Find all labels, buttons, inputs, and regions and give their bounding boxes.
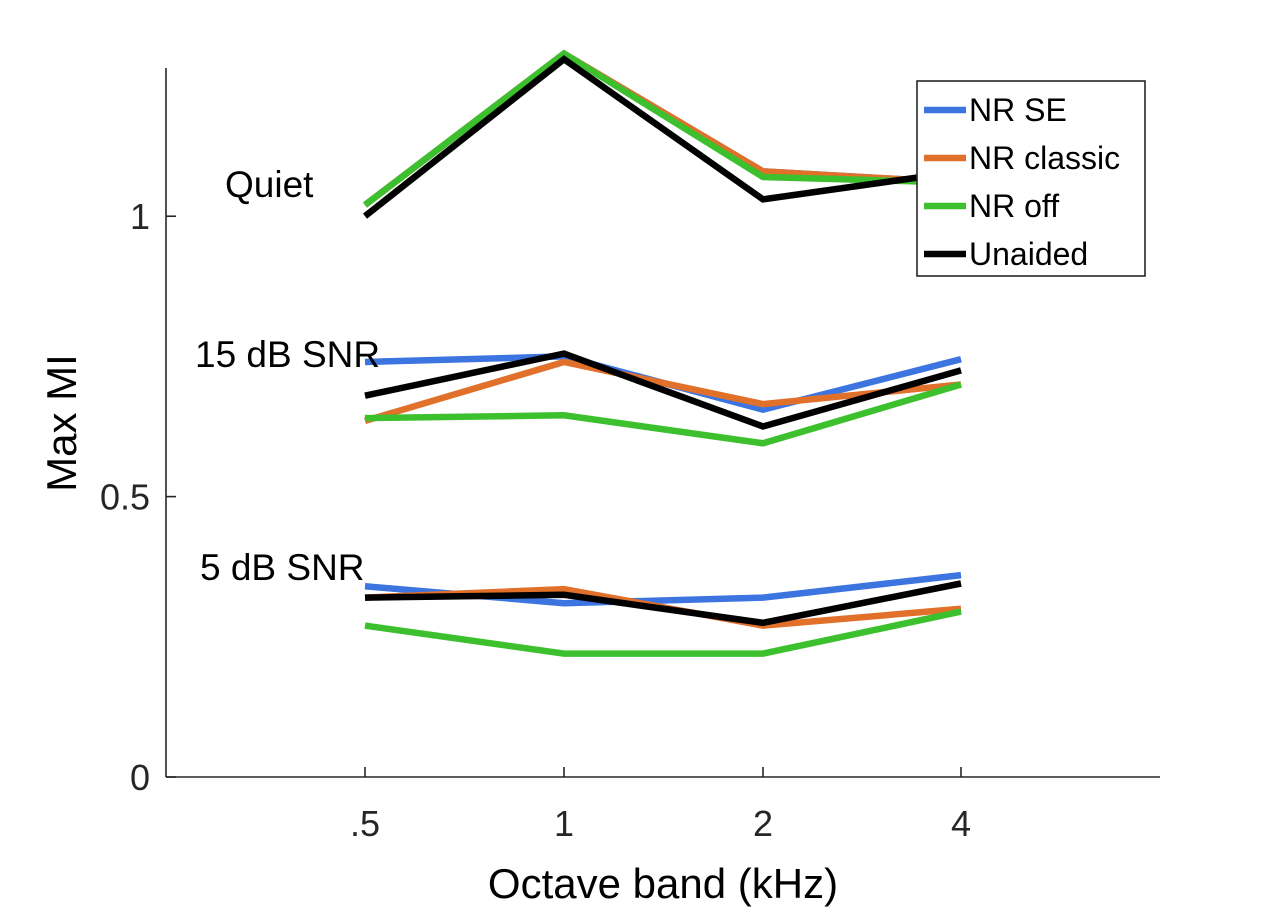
legend-label: NR off [969, 188, 1059, 224]
x-axis-label: Octave band (kHz) [488, 860, 838, 907]
y-tick-label: 0 [130, 757, 150, 798]
legend-label: Unaided [969, 236, 1088, 272]
series-group [364, 350, 962, 447]
group-annotation: Quiet [225, 164, 314, 205]
legend-label: NR SE [969, 92, 1067, 128]
axes [165, 68, 1160, 778]
series-line [364, 580, 962, 627]
series-layer [362, 49, 962, 657]
x-tick-label: .5 [350, 803, 380, 844]
series-line [364, 381, 962, 447]
x-tick-label: 2 [753, 803, 773, 844]
series-group [362, 49, 962, 219]
x-tick-label: 4 [951, 803, 971, 844]
legend-label: NR classic [969, 140, 1120, 176]
x-ticks: .5 1 2 4 [350, 767, 971, 844]
y-tick-label: 0.5 [100, 477, 150, 518]
series-line [362, 55, 962, 219]
series-line [363, 49, 962, 208]
group-annotation: 15 dB SNR [195, 334, 380, 375]
legend-box [916, 80, 1146, 277]
x-tick-label: 1 [554, 803, 574, 844]
legend: NR SE NR classic NR off Unaided [916, 80, 1146, 277]
annotations: Quiet 15 dB SNR 5 dB SNR [195, 164, 380, 588]
y-ticks: 00.51 [100, 196, 176, 798]
series-line [364, 350, 962, 430]
group-annotation: 5 dB SNR [200, 547, 365, 588]
y-axis-label: Max MI [38, 354, 85, 492]
series-line [364, 608, 962, 657]
series-line [364, 358, 962, 425]
y-tick-label: 1 [130, 196, 150, 237]
series-group [364, 571, 962, 657]
